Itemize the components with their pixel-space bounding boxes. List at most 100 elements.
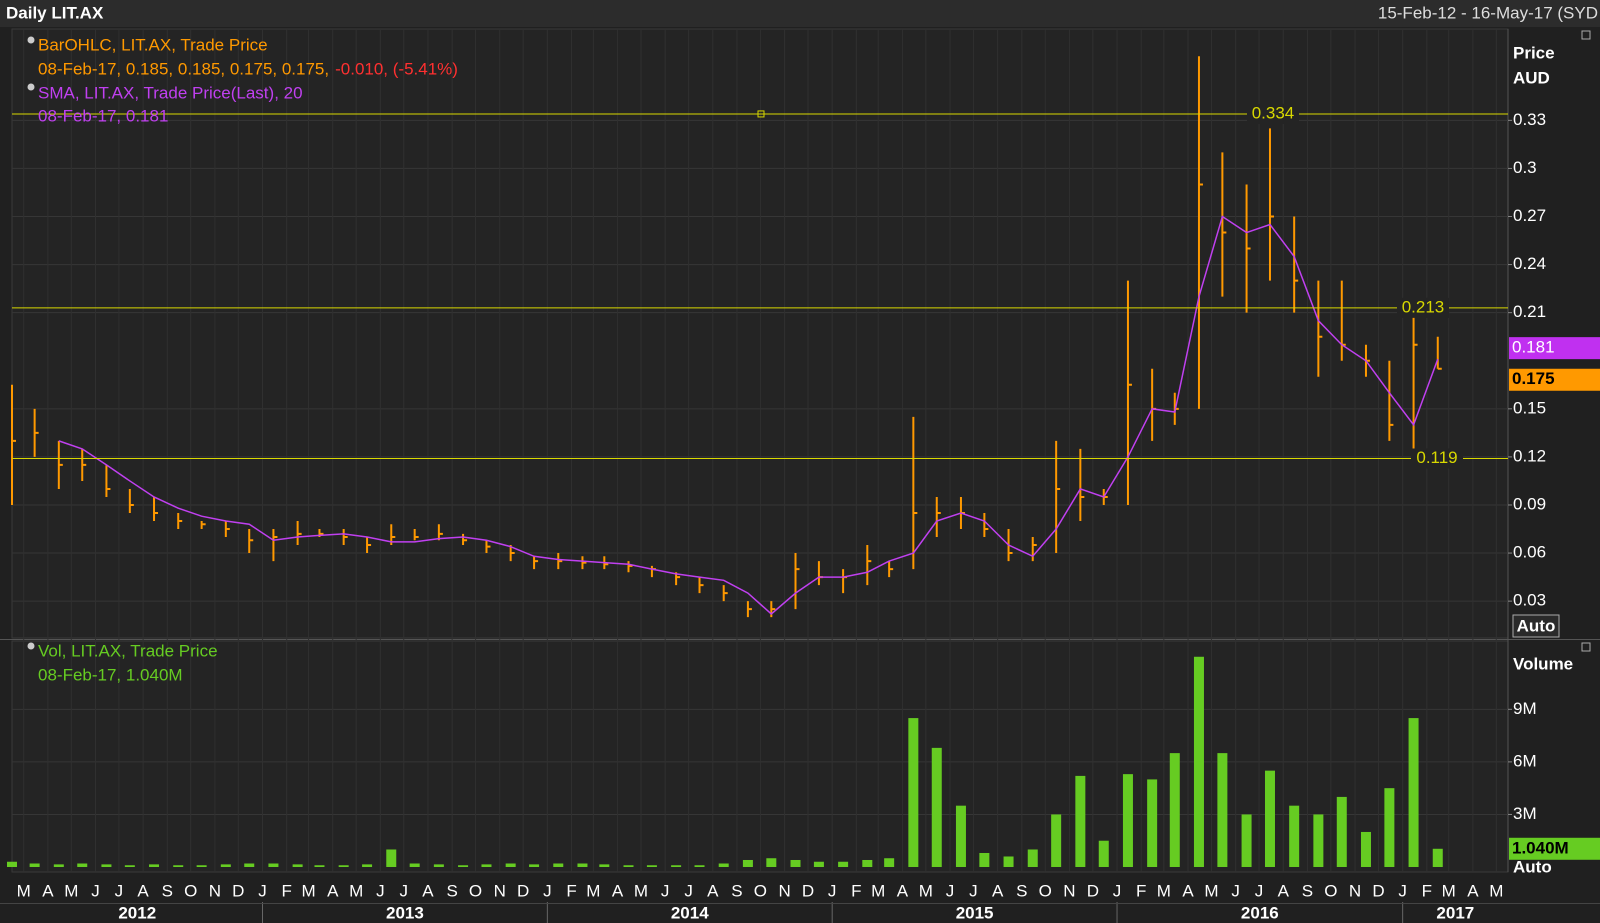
- year-label: 2013: [386, 903, 424, 922]
- x-tick-label: O: [469, 881, 482, 900]
- x-tick-label: A: [992, 881, 1004, 900]
- x-tick-label: A: [897, 881, 909, 900]
- volume-bar: [979, 852, 990, 867]
- volume-bar: [1408, 718, 1419, 867]
- ohlc-bar: [153, 496, 159, 522]
- x-tick-label: D: [802, 881, 814, 900]
- ohlc-bar: [57, 440, 63, 489]
- x-tick-label: M: [349, 881, 363, 900]
- ohlc-bar: [1317, 280, 1323, 377]
- x-tick-label: J: [661, 881, 670, 900]
- ohlc-bar: [794, 553, 800, 610]
- auto-button[interactable]: [1512, 614, 1560, 638]
- volume-bar: [577, 863, 588, 867]
- x-tick-label: J: [400, 881, 409, 900]
- x-tick-label: M: [919, 881, 933, 900]
- panel-control[interactable]: [1581, 642, 1591, 652]
- x-tick-label: M: [1157, 881, 1171, 900]
- ohlc-bar: [1293, 216, 1299, 313]
- x-tick-label: F: [1422, 881, 1432, 900]
- x-tick-label: F: [282, 881, 292, 900]
- volume-bar: [1003, 856, 1014, 867]
- volume-bar: [862, 859, 873, 867]
- auto-button-label: Auto: [1513, 857, 1552, 876]
- volume-bar: [1384, 788, 1395, 867]
- volume-bar: [244, 863, 255, 867]
- volume-bar: [1075, 775, 1086, 867]
- marks: 0.334 0.213 0.119: [7, 56, 1508, 867]
- legend-icon[interactable]: [27, 642, 35, 650]
- x-tick-label: M: [1442, 881, 1456, 900]
- sma-line: [58, 215, 1439, 615]
- x-tick-label: S: [446, 881, 457, 900]
- x-tick-label: F: [851, 881, 861, 900]
- volume-bar: [1122, 774, 1133, 867]
- volume-bar: [838, 861, 849, 867]
- ohlc-bar: [485, 540, 491, 554]
- volume-bar: [124, 865, 135, 867]
- volume-bar: [1313, 814, 1324, 867]
- x-tick-label: N: [1063, 881, 1075, 900]
- level-label: 0.334: [1252, 103, 1295, 122]
- x-tick-label: N: [778, 881, 790, 900]
- x-tick-label: A: [1278, 881, 1290, 900]
- volume-bar: [694, 865, 705, 867]
- legend-icon[interactable]: [27, 83, 35, 91]
- price-axis-unit: AUD: [1513, 68, 1550, 87]
- ohlc-bar: [177, 512, 183, 530]
- ohlc-bar: [1388, 360, 1394, 441]
- ohlc-bar: [296, 521, 302, 546]
- x-tick-label: A: [137, 881, 149, 900]
- panel-control[interactable]: [1581, 30, 1591, 40]
- ohlc-bar: [698, 577, 704, 594]
- legend-sma: SMA, LIT.AX, Trade Price(Last), 20: [38, 83, 303, 102]
- x-tick-label: A: [612, 881, 624, 900]
- last-volume-label: 1.040M: [1512, 838, 1569, 857]
- x-tick-label: M: [64, 881, 78, 900]
- volume-bar: [766, 858, 777, 867]
- x-tick-label: A: [42, 881, 54, 900]
- ohlc-bar: [912, 416, 918, 570]
- volume-bar: [173, 865, 184, 867]
- volume-bar: [790, 859, 801, 867]
- volume-bar: [931, 747, 942, 867]
- ohlc-bar: [533, 556, 539, 570]
- volume-bar: [53, 864, 64, 867]
- ohlc-bar: [1197, 56, 1203, 409]
- x-tick-label: A: [1467, 881, 1479, 900]
- x-tick-label: N: [209, 881, 221, 900]
- y-tick-label: 0.03: [1513, 591, 1546, 610]
- x-tick-label: S: [1302, 881, 1313, 900]
- ohlc-bar: [581, 556, 587, 570]
- ohlc-bar: [1055, 440, 1061, 554]
- x-tick-label: S: [1016, 881, 1027, 900]
- x-tick-label: J: [258, 881, 267, 900]
- volume-bar: [955, 805, 966, 867]
- x-tick-label: J: [376, 881, 385, 900]
- volume-bar: [77, 863, 88, 867]
- legend-sma-value: 08-Feb-17, 0.181: [38, 106, 168, 125]
- volume-bar: [671, 865, 682, 867]
- ohlc-bar: [33, 408, 39, 457]
- legend-icon[interactable]: [27, 36, 35, 44]
- legend-volume: Vol, LIT.AX, Trade Price: [38, 641, 218, 660]
- volume-bar: [409, 863, 420, 867]
- volume-bar: [1432, 848, 1443, 867]
- x-tick-label: M: [301, 881, 315, 900]
- auto-button-label[interactable]: Auto: [1517, 616, 1556, 635]
- x-tick-label: M: [1204, 881, 1218, 900]
- x-tick-label: M: [634, 881, 648, 900]
- ohlc-bar: [272, 529, 278, 562]
- ohlc-bar: [1268, 128, 1274, 281]
- y-tick-label: 0.24: [1513, 254, 1546, 273]
- ohlc-bar: [342, 529, 348, 546]
- level-label-bg: [1397, 297, 1449, 318]
- level-handle: [757, 110, 765, 118]
- x-tick-label: J: [1231, 881, 1240, 900]
- ohlc-bar: [1412, 312, 1418, 457]
- ohlc-bar: [413, 529, 419, 541]
- ohlc-bar: [128, 488, 134, 513]
- volume-axis-title: Volume: [1513, 654, 1573, 673]
- volume-bar: [196, 865, 207, 867]
